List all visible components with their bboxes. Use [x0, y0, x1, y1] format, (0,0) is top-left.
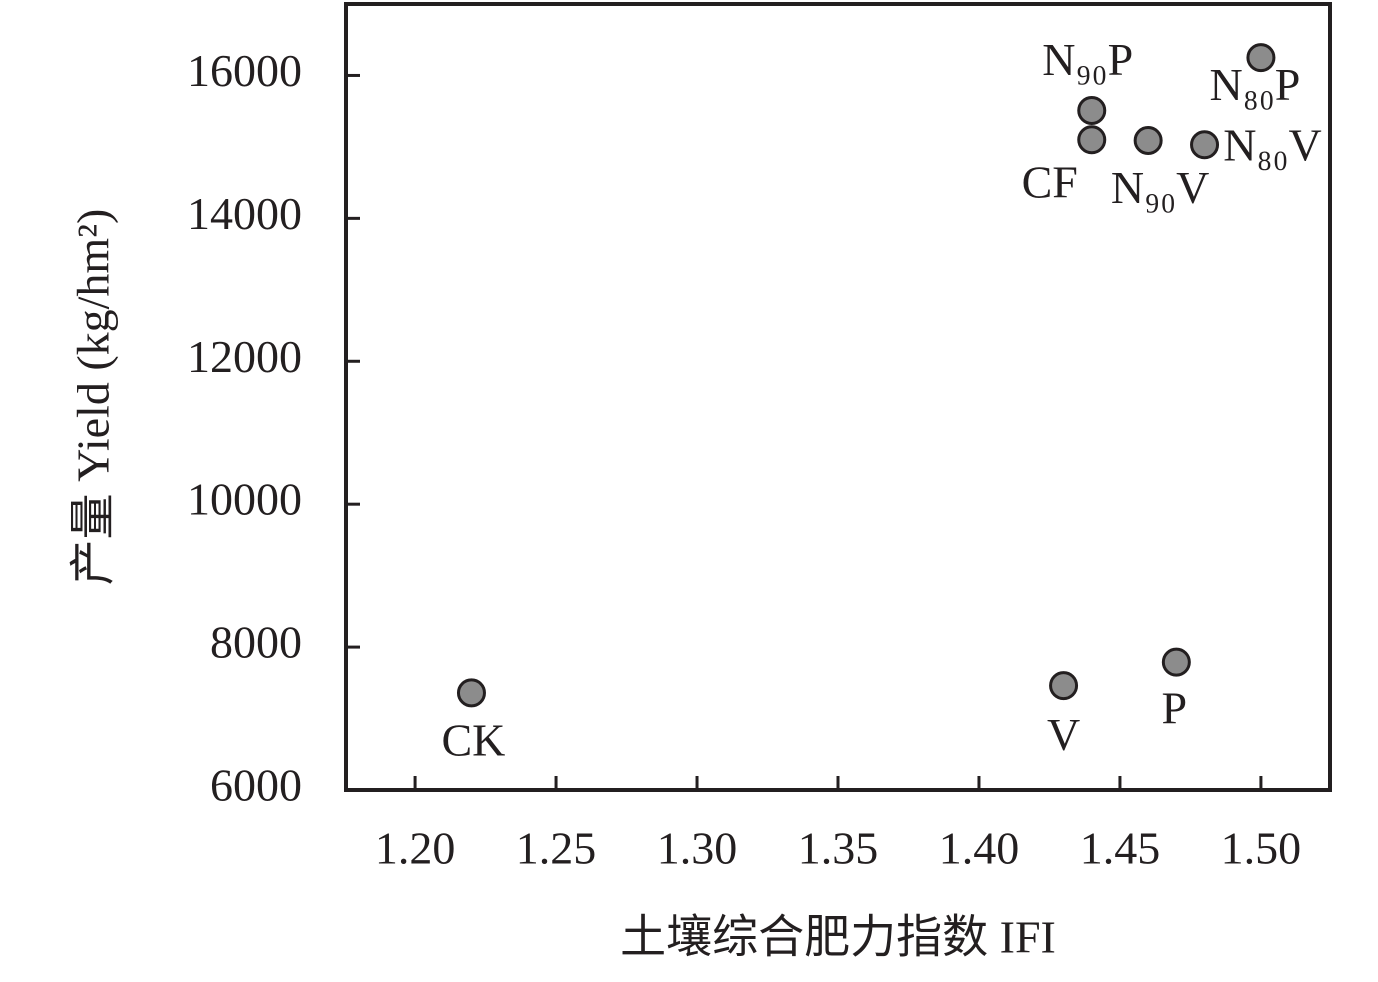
point-label: N₈₀P — [1209, 59, 1300, 110]
point — [1077, 95, 1107, 125]
y-tick-label: 6000 — [210, 760, 302, 811]
y-tick-label: 14000 — [187, 188, 302, 239]
y-tick-label: 16000 — [187, 45, 302, 96]
point-label: N₉₀P — [1042, 34, 1133, 85]
point — [1049, 671, 1079, 701]
x-tick-label: 1.45 — [1080, 823, 1161, 874]
y-axis-label: 产量 Yield (kg/hm²) — [68, 209, 119, 586]
point-label: N₈₀V — [1223, 119, 1322, 170]
point — [1190, 130, 1220, 160]
x-tick-label: 1.20 — [375, 823, 456, 874]
x-tick-label: 1.50 — [1221, 823, 1302, 874]
y-tick-label: 8000 — [210, 617, 302, 668]
point — [1133, 125, 1163, 155]
point — [1077, 125, 1107, 155]
point — [1246, 43, 1276, 73]
point — [1161, 647, 1191, 677]
point-label: N₉₀V — [1111, 162, 1210, 213]
x-tick-label: 1.25 — [516, 823, 597, 874]
point-label: CK — [442, 714, 506, 765]
y-tick-label: 10000 — [187, 474, 302, 525]
point — [456, 678, 486, 708]
x-tick-label: 1.40 — [939, 823, 1020, 874]
x-axis-label: 土壤综合肥力指数 IFI — [620, 912, 1056, 963]
point-label: V — [1047, 709, 1080, 760]
point-label: P — [1162, 683, 1188, 734]
point-label: CF — [1022, 156, 1078, 207]
x-tick-label: 1.35 — [798, 823, 879, 874]
x-tick-label: 1.30 — [657, 823, 738, 874]
y-tick-label: 12000 — [187, 331, 302, 382]
